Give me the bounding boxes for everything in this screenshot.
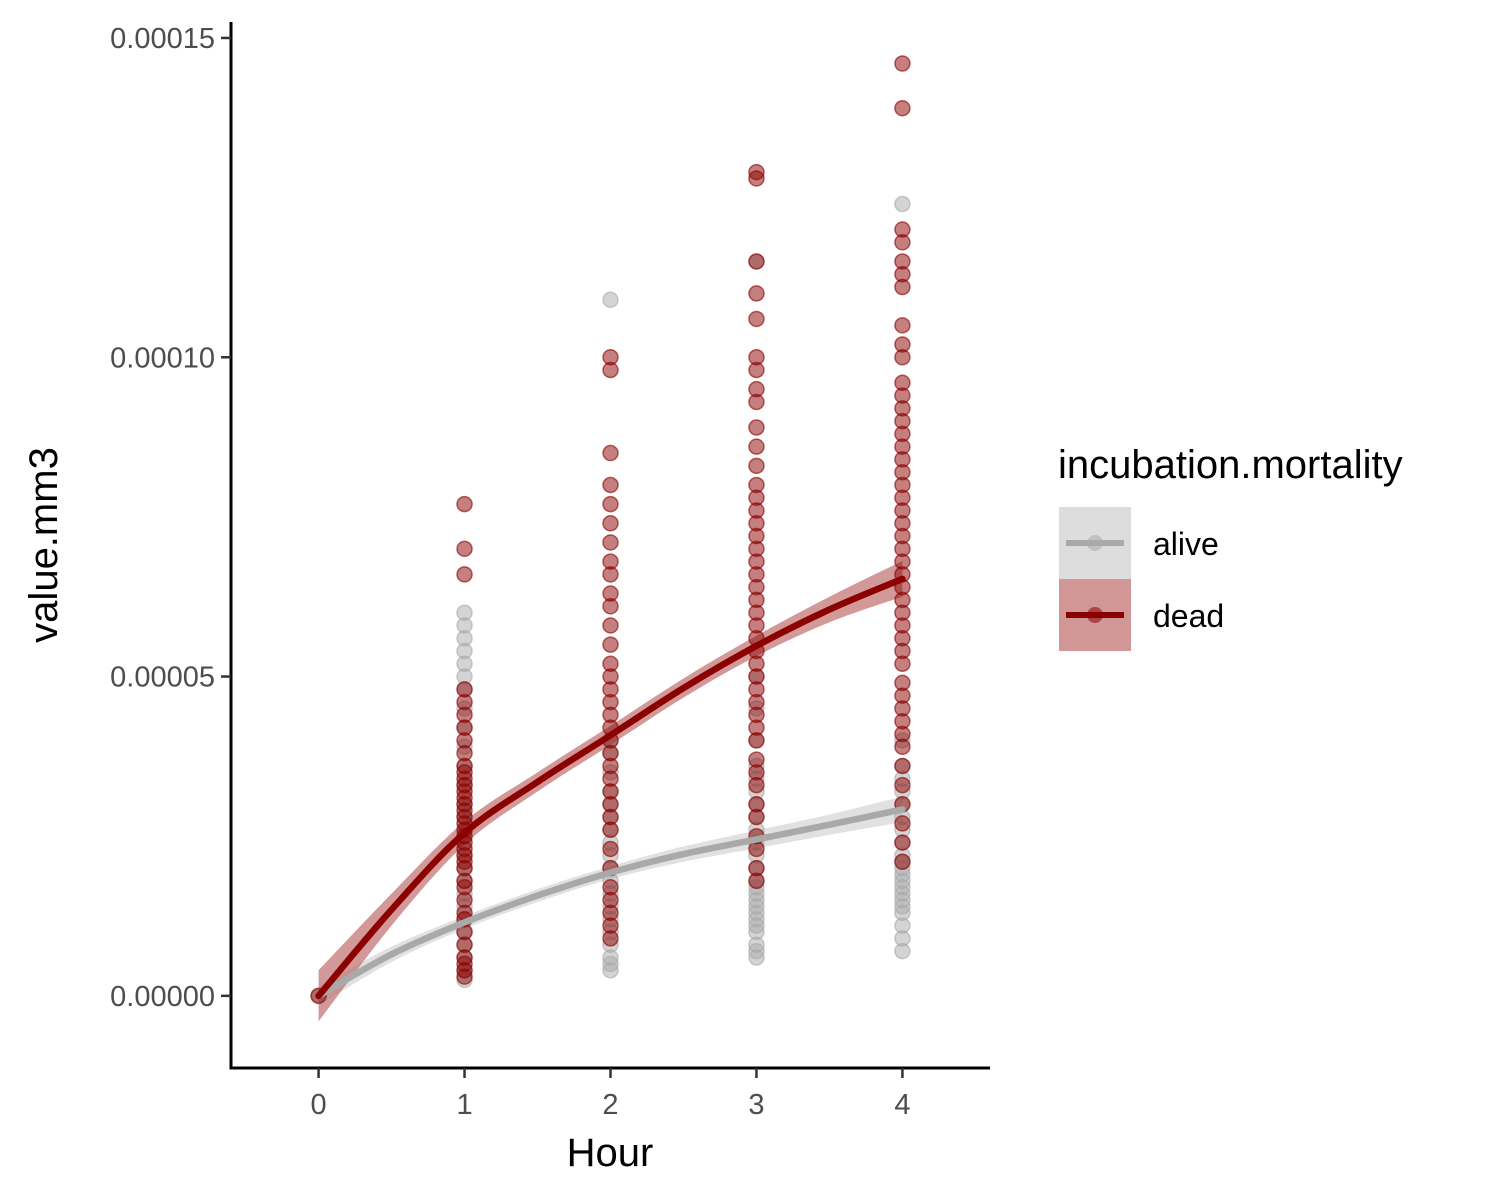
smooth-line-alive <box>315 806 906 1000</box>
data-point-dead <box>602 879 619 896</box>
confidence-band-alive <box>318 796 903 1006</box>
data-point-dead <box>748 419 765 436</box>
x-tick-label: 3 <box>748 1089 764 1121</box>
data-point-dead <box>748 859 765 877</box>
legend-point-alive <box>1087 535 1103 551</box>
data-point-dead <box>748 285 765 302</box>
data-point-dead <box>748 457 765 475</box>
data-point-dead <box>602 349 619 366</box>
data-point-dead <box>602 515 619 532</box>
y-tick-label: 0.00000 <box>110 981 215 1013</box>
legend-point-dead <box>1087 607 1103 623</box>
legend-title: incubation.mortality <box>1058 443 1403 487</box>
x-axis-title: Hour <box>567 1131 654 1175</box>
data-point-dead <box>748 349 765 366</box>
data-point-dead <box>602 585 619 602</box>
data-point-dead <box>602 495 619 513</box>
y-tick-label: 0.00005 <box>110 662 215 694</box>
data-point-dead <box>602 534 619 551</box>
data-point-dead <box>894 834 911 851</box>
smooth-line-dead <box>315 575 906 1000</box>
legend-item-alive: alive <box>1059 507 1219 579</box>
data-point-alive <box>456 604 473 621</box>
legend-label-alive: alive <box>1153 526 1219 562</box>
data-point-dead <box>456 681 473 698</box>
data-point-dead <box>602 636 619 653</box>
data-point-dead <box>456 495 473 513</box>
data-point-dead <box>894 853 911 870</box>
data-point-dead <box>894 757 911 775</box>
data-point-dead <box>894 221 911 238</box>
data-point-dead <box>748 476 765 494</box>
data-point-dead <box>602 655 619 673</box>
data-point-dead <box>894 317 911 334</box>
legend-item-dead: dead <box>1059 579 1224 651</box>
data-point-dead <box>602 617 619 634</box>
data-point-dead <box>456 540 473 558</box>
data-point-dead <box>748 751 765 768</box>
data-point-dead <box>748 380 765 398</box>
tick-marks: 0 1 2 3 4 0.00000 0.00005 0.00010 0.00015 <box>110 23 910 1121</box>
data-point-dead <box>748 253 765 270</box>
data-point-dead <box>748 796 765 813</box>
legend: incubation.mortality alive dead <box>1058 443 1403 651</box>
data-point-dead <box>894 99 911 117</box>
x-tick-label: 0 <box>311 1089 327 1121</box>
y-tick-label: 0.00015 <box>110 23 215 55</box>
y-tick-label: 0.00010 <box>110 342 215 374</box>
data-point-dead <box>894 336 911 353</box>
data-point-dead <box>748 438 765 455</box>
x-tick-label: 1 <box>456 1089 472 1121</box>
legend-label-dead: dead <box>1153 598 1224 634</box>
data-point-dead <box>602 476 619 494</box>
data-point-alive <box>602 291 619 309</box>
data-point-dead <box>602 840 619 858</box>
data-point-alive <box>894 195 911 213</box>
data-point-dead <box>894 374 911 392</box>
data-point-dead <box>748 310 765 328</box>
data-point-dead <box>894 55 911 72</box>
data-point-dead <box>456 566 473 583</box>
x-tick-label: 4 <box>894 1089 910 1121</box>
data-point-dead <box>894 253 911 270</box>
confidence-bands <box>318 560 903 1022</box>
data-points <box>310 55 911 1005</box>
data-point-dead <box>602 444 619 462</box>
data-point-dead <box>894 776 911 794</box>
data-point-dead <box>894 815 911 832</box>
confidence-band-dead <box>318 560 903 1022</box>
y-axis-title: value.mm3 <box>22 447 66 643</box>
smooth-lines <box>315 575 906 1000</box>
data-point-dead <box>602 553 619 570</box>
data-point-dead <box>748 163 765 181</box>
x-tick-label: 2 <box>602 1089 618 1121</box>
data-point-dead <box>894 674 911 692</box>
